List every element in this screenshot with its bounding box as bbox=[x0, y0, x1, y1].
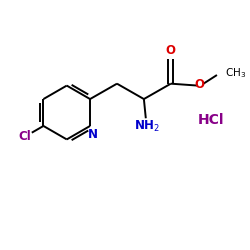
Text: N: N bbox=[88, 128, 98, 141]
Text: O: O bbox=[195, 78, 205, 91]
Text: CH$_3$: CH$_3$ bbox=[225, 66, 246, 80]
Text: HCl: HCl bbox=[198, 113, 224, 127]
Text: Cl: Cl bbox=[19, 130, 32, 143]
Text: NH$_2$: NH$_2$ bbox=[134, 119, 160, 134]
Text: O: O bbox=[166, 44, 176, 58]
